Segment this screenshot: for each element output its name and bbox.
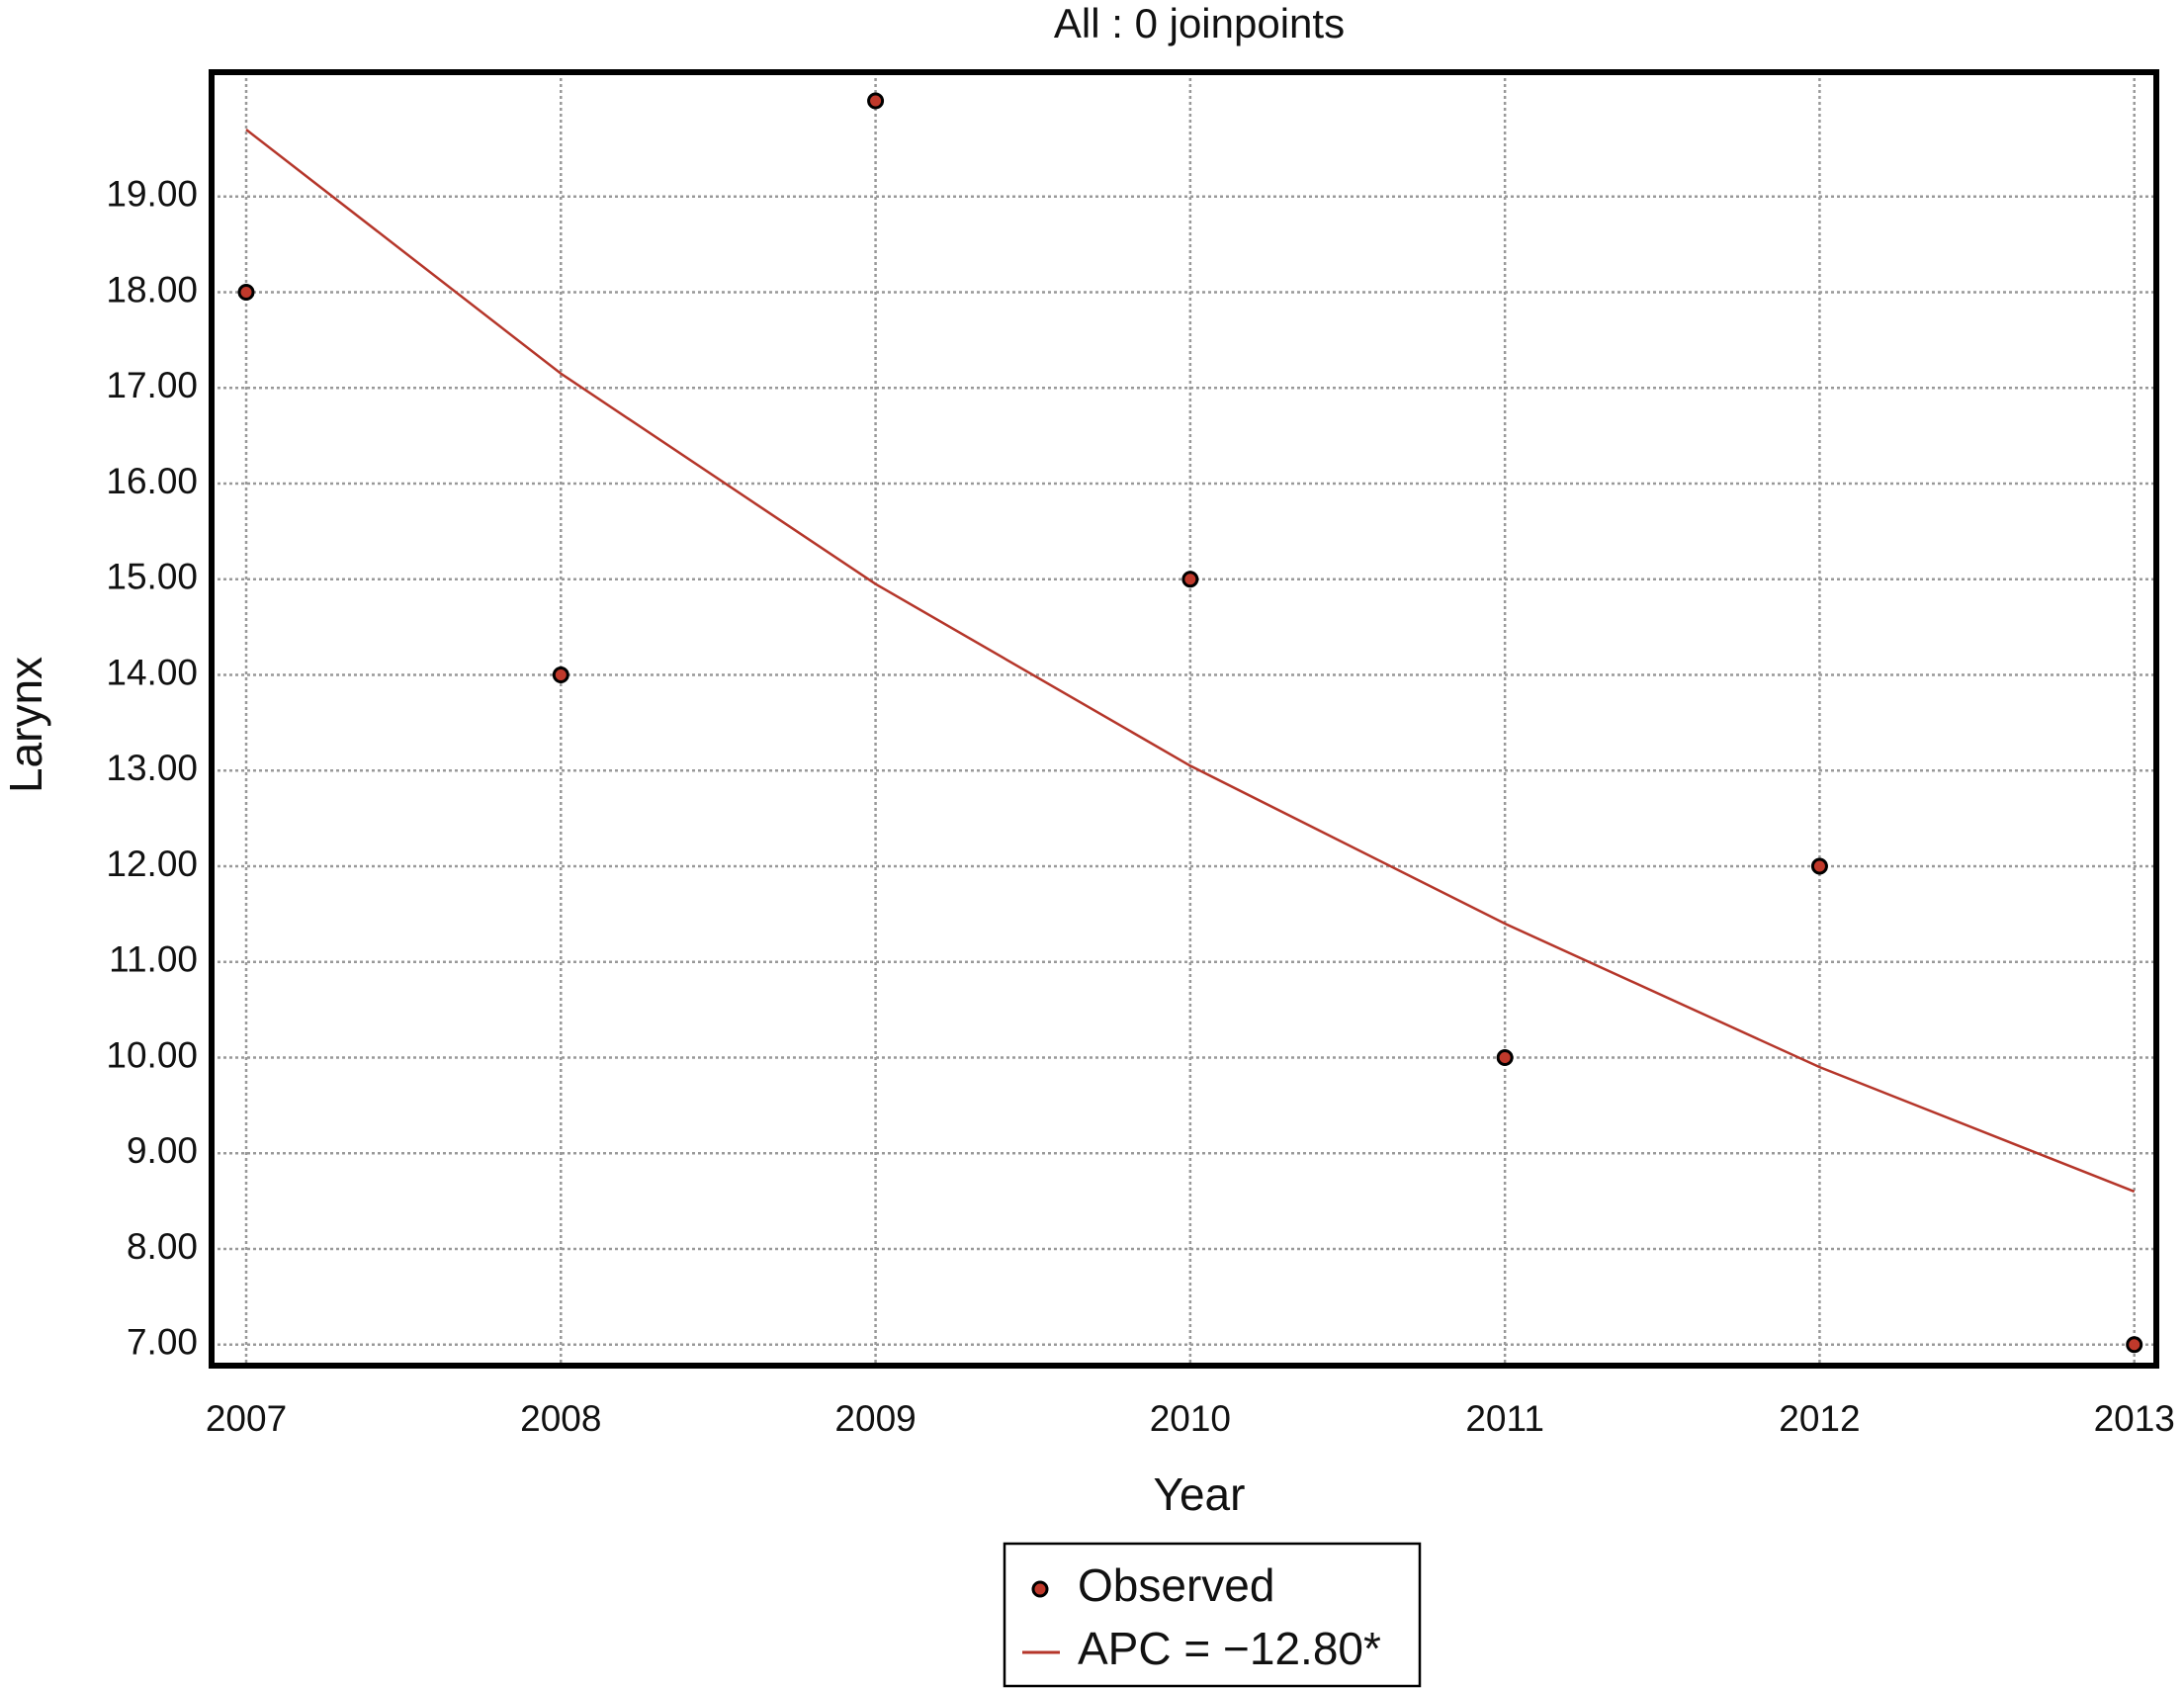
legend-label: APC = −12.80* — [1078, 1623, 1381, 1674]
y-tick-label: 7.00 — [127, 1321, 198, 1362]
x-tick-label: 2010 — [1150, 1398, 1231, 1439]
x-axis-label: Year — [1154, 1468, 1246, 1520]
y-tick-label: 13.00 — [106, 748, 198, 788]
observed-point — [237, 284, 255, 302]
observed-point — [867, 92, 885, 110]
chart-title: All : 0 joinpoints — [1054, 0, 1345, 46]
y-tick-label: 10.00 — [106, 1034, 198, 1075]
y-axis-label: Larynx — [0, 657, 51, 793]
plot-frame — [209, 69, 2159, 1369]
x-tick-label: 2007 — [206, 1398, 287, 1439]
observed-point — [1810, 857, 1828, 875]
observed-point — [1496, 1048, 1514, 1066]
y-tick-label: 16.00 — [106, 461, 198, 501]
y-tick-label: 15.00 — [106, 557, 198, 597]
y-tick-label: 12.00 — [106, 844, 198, 884]
observed-point — [552, 666, 569, 683]
fit-line — [245, 129, 2136, 1194]
y-tick-label: 9.00 — [127, 1130, 198, 1171]
legend-marker — [1031, 1580, 1049, 1598]
y-tick-label: 11.00 — [109, 939, 198, 980]
observed-point — [1181, 571, 1199, 588]
x-tick-label: 2013 — [2094, 1398, 2175, 1439]
y-tick-label: 19.00 — [106, 174, 198, 215]
y-tick-label: 14.00 — [106, 652, 198, 692]
x-tick-label: 2012 — [1779, 1398, 1860, 1439]
legend-label: Observed — [1078, 1559, 1274, 1611]
x-tick-label: 2008 — [520, 1398, 601, 1439]
y-tick-label: 18.00 — [106, 269, 198, 310]
y-tick-label: 8.00 — [127, 1226, 198, 1267]
y-tick-label: 17.00 — [106, 365, 198, 405]
observed-point — [2126, 1336, 2143, 1354]
x-tick-label: 2009 — [834, 1398, 916, 1439]
x-tick-label: 2011 — [1465, 1398, 1544, 1439]
legend-box — [1003, 1542, 1422, 1688]
